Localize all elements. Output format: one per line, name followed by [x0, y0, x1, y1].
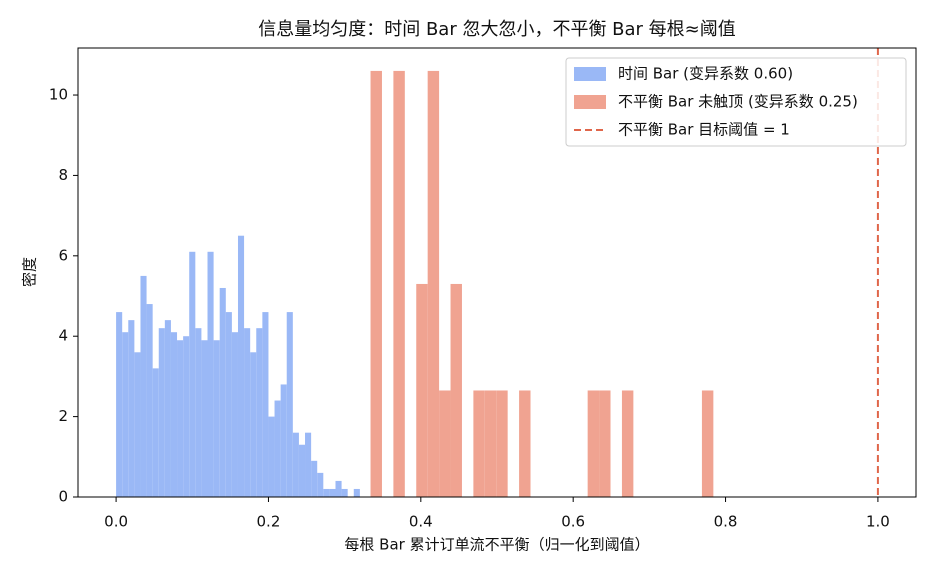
bar [317, 472, 324, 497]
plot-frame [77, 47, 917, 498]
bar [231, 332, 238, 497]
y-tick-label: 0 [58, 488, 68, 506]
bar [393, 70, 405, 497]
bar [286, 312, 293, 497]
bar [140, 275, 147, 497]
x-tick-label: 0.6 [561, 513, 585, 531]
bar [473, 390, 485, 497]
bar [519, 390, 531, 497]
y-tick-label: 10 [49, 86, 68, 104]
y-tick-label: 4 [58, 327, 68, 345]
bar [219, 287, 226, 497]
bar [201, 340, 208, 497]
y-tick-label: 8 [58, 166, 68, 184]
bar [134, 352, 141, 497]
bar [195, 328, 202, 497]
bar [292, 432, 299, 497]
chart-title: 信息量均匀度：时间 Bar 忽大忽小，不平衡 Bar 每根≈阈值 [258, 19, 736, 40]
x-tick-label: 0.4 [409, 513, 433, 531]
bar [152, 368, 159, 497]
bar [213, 340, 220, 497]
bar [353, 488, 360, 497]
bar [183, 336, 190, 497]
bar [427, 70, 440, 497]
bar [311, 460, 318, 497]
bar [262, 312, 269, 497]
bar [268, 416, 275, 497]
bar [370, 70, 382, 497]
bar [621, 390, 634, 497]
bar [237, 235, 245, 497]
x-tick-label: 0.0 [104, 513, 128, 531]
bar [170, 332, 178, 497]
bar [335, 480, 342, 497]
bar [158, 328, 165, 497]
bar [116, 312, 123, 497]
bar [128, 320, 135, 497]
bar [122, 332, 129, 497]
x-tick-label: 0.8 [714, 513, 738, 531]
bar [341, 488, 348, 497]
bar [146, 304, 153, 497]
x-tick-label: 1.0 [866, 513, 890, 531]
legend-swatch [574, 95, 606, 109]
bar [225, 312, 232, 497]
bar [416, 283, 428, 497]
bar [305, 432, 312, 497]
bar [701, 390, 714, 497]
bar [323, 488, 330, 497]
bar [450, 283, 462, 497]
x-tick-label: 0.2 [257, 513, 281, 531]
legend-label: 不平衡 Bar 目标阈值 = 1 [618, 121, 790, 139]
legend-label: 时间 Bar (变异系数 0.60) [618, 65, 793, 83]
y-tick-label: 6 [58, 246, 68, 264]
legend-box [565, 57, 907, 147]
bar [484, 390, 497, 497]
bar [189, 251, 196, 497]
bar [439, 390, 451, 497]
x-axis-label: 每根 Bar 累计订单流不平衡（归一化到阈值） [344, 536, 649, 554]
bar [587, 390, 600, 497]
bar [244, 328, 251, 497]
bar [329, 488, 336, 497]
y-tick-label: 2 [58, 407, 68, 425]
legend-swatch [574, 67, 606, 81]
legend-label: 不平衡 Bar 未触顶 (变异系数 0.25) [618, 93, 858, 111]
bar [298, 444, 306, 497]
bar [207, 251, 214, 497]
bar [177, 340, 184, 497]
bar [280, 384, 287, 497]
y-axis-label: 密度 [21, 257, 39, 287]
bar [250, 352, 257, 497]
bar [274, 400, 281, 497]
bar [599, 390, 611, 497]
bar [164, 320, 171, 497]
bar [496, 390, 508, 497]
bar [256, 328, 263, 497]
